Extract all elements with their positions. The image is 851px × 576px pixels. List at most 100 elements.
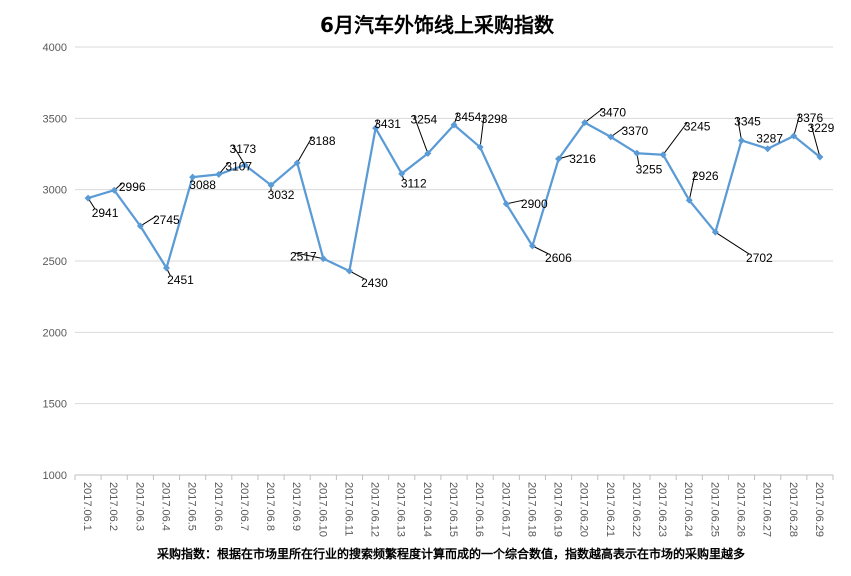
label-leader: [810, 123, 821, 158]
data-point: [136, 222, 144, 230]
data-label: 3370: [621, 124, 648, 138]
x-tick-label: 2017.06.14: [421, 482, 433, 537]
data-label: 2702: [746, 251, 773, 265]
data-point: [502, 200, 510, 208]
label-leader: [140, 215, 157, 227]
data-label: 3454: [455, 110, 482, 124]
data-label: 2430: [361, 276, 388, 290]
label-leader: [232, 144, 246, 166]
data-point: [267, 181, 275, 189]
data-label: 2941: [92, 206, 119, 220]
x-tick-label: 2017.06.7: [238, 482, 250, 531]
data-label: 3287: [756, 132, 783, 146]
x-tick-label: 2017.06.8: [264, 482, 276, 531]
x-axis-ticks: 2017.06.1 2017.06.2 2017.06.3 2017.06.4 2017…: [74, 475, 834, 537]
y-axis-ticks: 1000 1500 2000 2500 3000 3500 4000: [43, 42, 67, 482]
label-leader: [584, 108, 603, 124]
data-label: 3470: [599, 106, 626, 120]
x-tick-label: 2017.06.26: [735, 482, 747, 537]
label-leader: [479, 115, 485, 148]
label-leader: [737, 117, 743, 141]
data-point: [215, 170, 223, 178]
x-tick-label: 2017.06.4: [159, 482, 171, 531]
y-tick-label: 1500: [43, 399, 67, 411]
data-label: 3107: [225, 159, 252, 173]
data-label: 2900: [521, 197, 548, 211]
data-point: [607, 133, 615, 141]
data-point: [738, 136, 746, 144]
data-label: 3112: [401, 177, 427, 191]
data-point: [84, 194, 92, 202]
x-tick-label: 2017.06.6: [212, 482, 224, 531]
data-label: 3032: [268, 188, 295, 202]
x-tick-label: 2017.06.19: [552, 482, 564, 537]
data-label: 3254: [411, 112, 438, 126]
data-label: 2745: [153, 213, 180, 227]
data-point: [711, 228, 719, 236]
data-label: 2926: [692, 169, 719, 183]
data-point: [162, 264, 170, 272]
label-leader: [662, 122, 688, 156]
data-label: 3216: [569, 152, 596, 166]
chart-footnote: 采购指数：根据在市场里所在行业的搜索频繁程度计算而成的一个综合数值，指数越高表示…: [156, 546, 745, 561]
data-point: [398, 170, 406, 178]
x-tick-label: 2017.06.24: [682, 482, 694, 537]
x-tick-label: 2017.06.20: [578, 482, 590, 537]
data-point: [241, 161, 249, 169]
x-tick-label: 2017.06.15: [447, 482, 459, 537]
data-point: [450, 121, 458, 129]
data-label: 3298: [481, 112, 508, 126]
x-tick-label: 2017.06.13: [395, 482, 407, 537]
x-tick-label: 2017.06.17: [499, 482, 511, 537]
data-point: [476, 143, 484, 151]
label-leader-lines: [87, 108, 821, 280]
chart-title: 6月汽车外饰线上采购指数: [320, 13, 555, 37]
label-leader: [715, 231, 750, 255]
label-leader: [296, 136, 313, 164]
data-point: [816, 153, 824, 161]
data-label: 2996: [119, 180, 146, 194]
label-leader: [532, 245, 549, 255]
y-tick-label: 3000: [43, 185, 67, 197]
label-leader: [293, 252, 324, 260]
x-tick-label: 2017.06.16: [473, 482, 485, 537]
y-tick-label: 1000: [43, 470, 67, 482]
data-label: 3173: [230, 142, 257, 156]
data-point: [659, 151, 667, 159]
x-tick-label: 2017.06.2: [107, 482, 119, 531]
data-label: 3245: [684, 120, 711, 134]
label-leader: [793, 113, 801, 137]
x-tick-label: 2017.06.18: [525, 482, 537, 537]
x-tick-label: 2017.06.12: [369, 482, 381, 537]
label-leader: [688, 172, 696, 201]
x-tick-label: 2017.06.11: [342, 482, 354, 536]
data-point: [372, 124, 380, 132]
data-label: 3188: [309, 134, 336, 148]
y-tick-label: 2500: [43, 256, 67, 268]
label-leader: [218, 162, 230, 175]
label-leader: [349, 270, 365, 280]
x-tick-label: 2017.06.1: [81, 482, 93, 531]
x-tick-label: 2017.06.21: [604, 482, 616, 537]
y-tick-label: 3500: [43, 113, 67, 125]
x-tick-label: 2017.06.23: [656, 482, 668, 537]
series-markers: [84, 119, 824, 275]
data-point: [764, 145, 772, 153]
label-leader: [506, 199, 525, 205]
x-tick-label: 2017.06.28: [787, 482, 799, 537]
data-label: 2606: [545, 251, 572, 265]
data-label: 2517: [290, 250, 317, 264]
data-point: [555, 155, 563, 163]
data-label: 3376: [796, 111, 823, 125]
x-tick-label: 2017.06.29: [813, 482, 825, 537]
data-label: 2451: [167, 273, 194, 287]
data-point: [424, 149, 432, 157]
x-tick-label: 2017.06.5: [186, 482, 198, 531]
data-label: 3345: [734, 114, 761, 128]
data-point: [345, 267, 353, 275]
data-point: [633, 149, 641, 157]
data-point: [293, 159, 301, 167]
label-leader: [413, 115, 429, 154]
